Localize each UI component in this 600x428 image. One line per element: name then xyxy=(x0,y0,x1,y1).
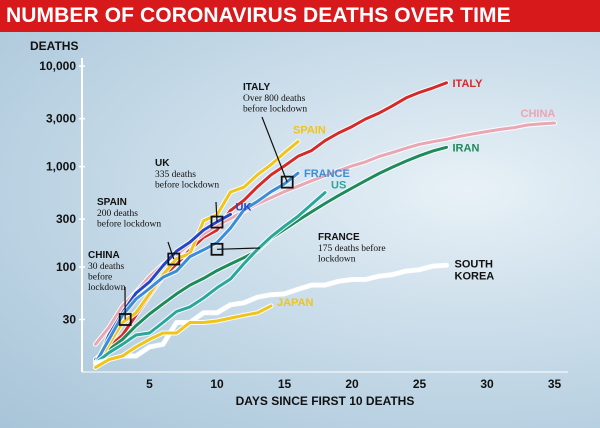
chart-title: NUMBER OF CORONAVIRUS DEATHS OVER TIME xyxy=(6,4,511,27)
annotation-leader xyxy=(167,241,175,260)
axes: DEATHS DAYS SINCE FIRST 10 DEATHS 30 100 300… xyxy=(30,39,568,408)
annotation-title: UK xyxy=(155,158,170,169)
series-lines xyxy=(93,80,557,370)
series-label: US xyxy=(331,180,346,192)
series-label: FRANCE xyxy=(304,168,350,180)
x-tick-label: 10 xyxy=(210,377,224,391)
annotation-title: SPAIN xyxy=(97,197,127,208)
series-labels: ITALYCHINAIRANSPAINUKFRANCEUSSOUTHKOREAJ… xyxy=(236,78,556,309)
annotation-title: CHINA xyxy=(88,250,120,261)
annotation-text: 335 deaths xyxy=(155,170,196,180)
series-line-japan xyxy=(94,304,273,369)
annotation-text: before lockdown xyxy=(243,104,307,115)
x-tick-label: 35 xyxy=(548,377,562,391)
series-line-south-korea xyxy=(94,263,448,365)
series-line-france xyxy=(94,171,300,365)
annotation-leader xyxy=(216,247,261,250)
annotation-text: Over 800 deaths xyxy=(243,94,306,104)
series-label: KOREA xyxy=(455,270,495,282)
annotation-text: before xyxy=(88,272,112,283)
annotation-leader xyxy=(215,201,218,223)
annotation-title: ITALY xyxy=(243,82,271,93)
x-tick-label: 15 xyxy=(278,377,292,391)
annotation-text: lockdown xyxy=(88,283,126,293)
line-chart: DEATHS DAYS SINCE FIRST 10 DEATHS 30 100 300… xyxy=(30,39,568,408)
series-label: SOUTH xyxy=(455,258,494,270)
annotation-text: before lockdown xyxy=(155,180,219,191)
x-axis-label: DAYS SINCE FIRST 10 DEATHS xyxy=(236,394,415,408)
annotation-text: 200 deaths xyxy=(97,209,138,219)
series-line-us xyxy=(94,191,327,365)
y-tick-label: 1,000 xyxy=(46,160,76,174)
y-tick-label: 100 xyxy=(56,260,76,274)
y-tick-label: 30 xyxy=(63,312,77,326)
series-label: IRAN xyxy=(453,142,480,154)
series-label: CHINA xyxy=(521,108,556,120)
y-tick-label: 300 xyxy=(56,212,76,226)
y-tick-label: 3,000 xyxy=(46,112,76,126)
series-label: SPAIN xyxy=(293,125,326,137)
series-label: JAPAN xyxy=(277,297,314,309)
y-tick-label: 10,000 xyxy=(39,59,76,73)
annotation-text: 30 deaths xyxy=(88,262,124,272)
x-tick-label: 25 xyxy=(413,377,427,391)
series-line-iran xyxy=(94,145,448,361)
annotation-text: 175 deaths before xyxy=(318,243,386,254)
series-label: ITALY xyxy=(453,78,484,90)
x-tick-label: 20 xyxy=(345,377,359,391)
chart-title-banner: NUMBER OF CORONAVIRUS DEATHS OVER TIME xyxy=(0,0,600,32)
series-halo xyxy=(93,144,449,362)
annotation-leader xyxy=(261,116,288,183)
annotation-text: before lockdown xyxy=(97,219,161,230)
series-label: UK xyxy=(236,201,252,213)
annotation-marker xyxy=(280,175,294,189)
x-tick-label: 30 xyxy=(480,377,494,391)
annotation-marker xyxy=(167,252,181,266)
annotation-text: lockdown xyxy=(318,255,356,265)
x-tick-label: 5 xyxy=(146,377,153,391)
y-axis-label: DEATHS xyxy=(30,39,78,53)
annotation-title: FRANCE xyxy=(318,232,360,243)
